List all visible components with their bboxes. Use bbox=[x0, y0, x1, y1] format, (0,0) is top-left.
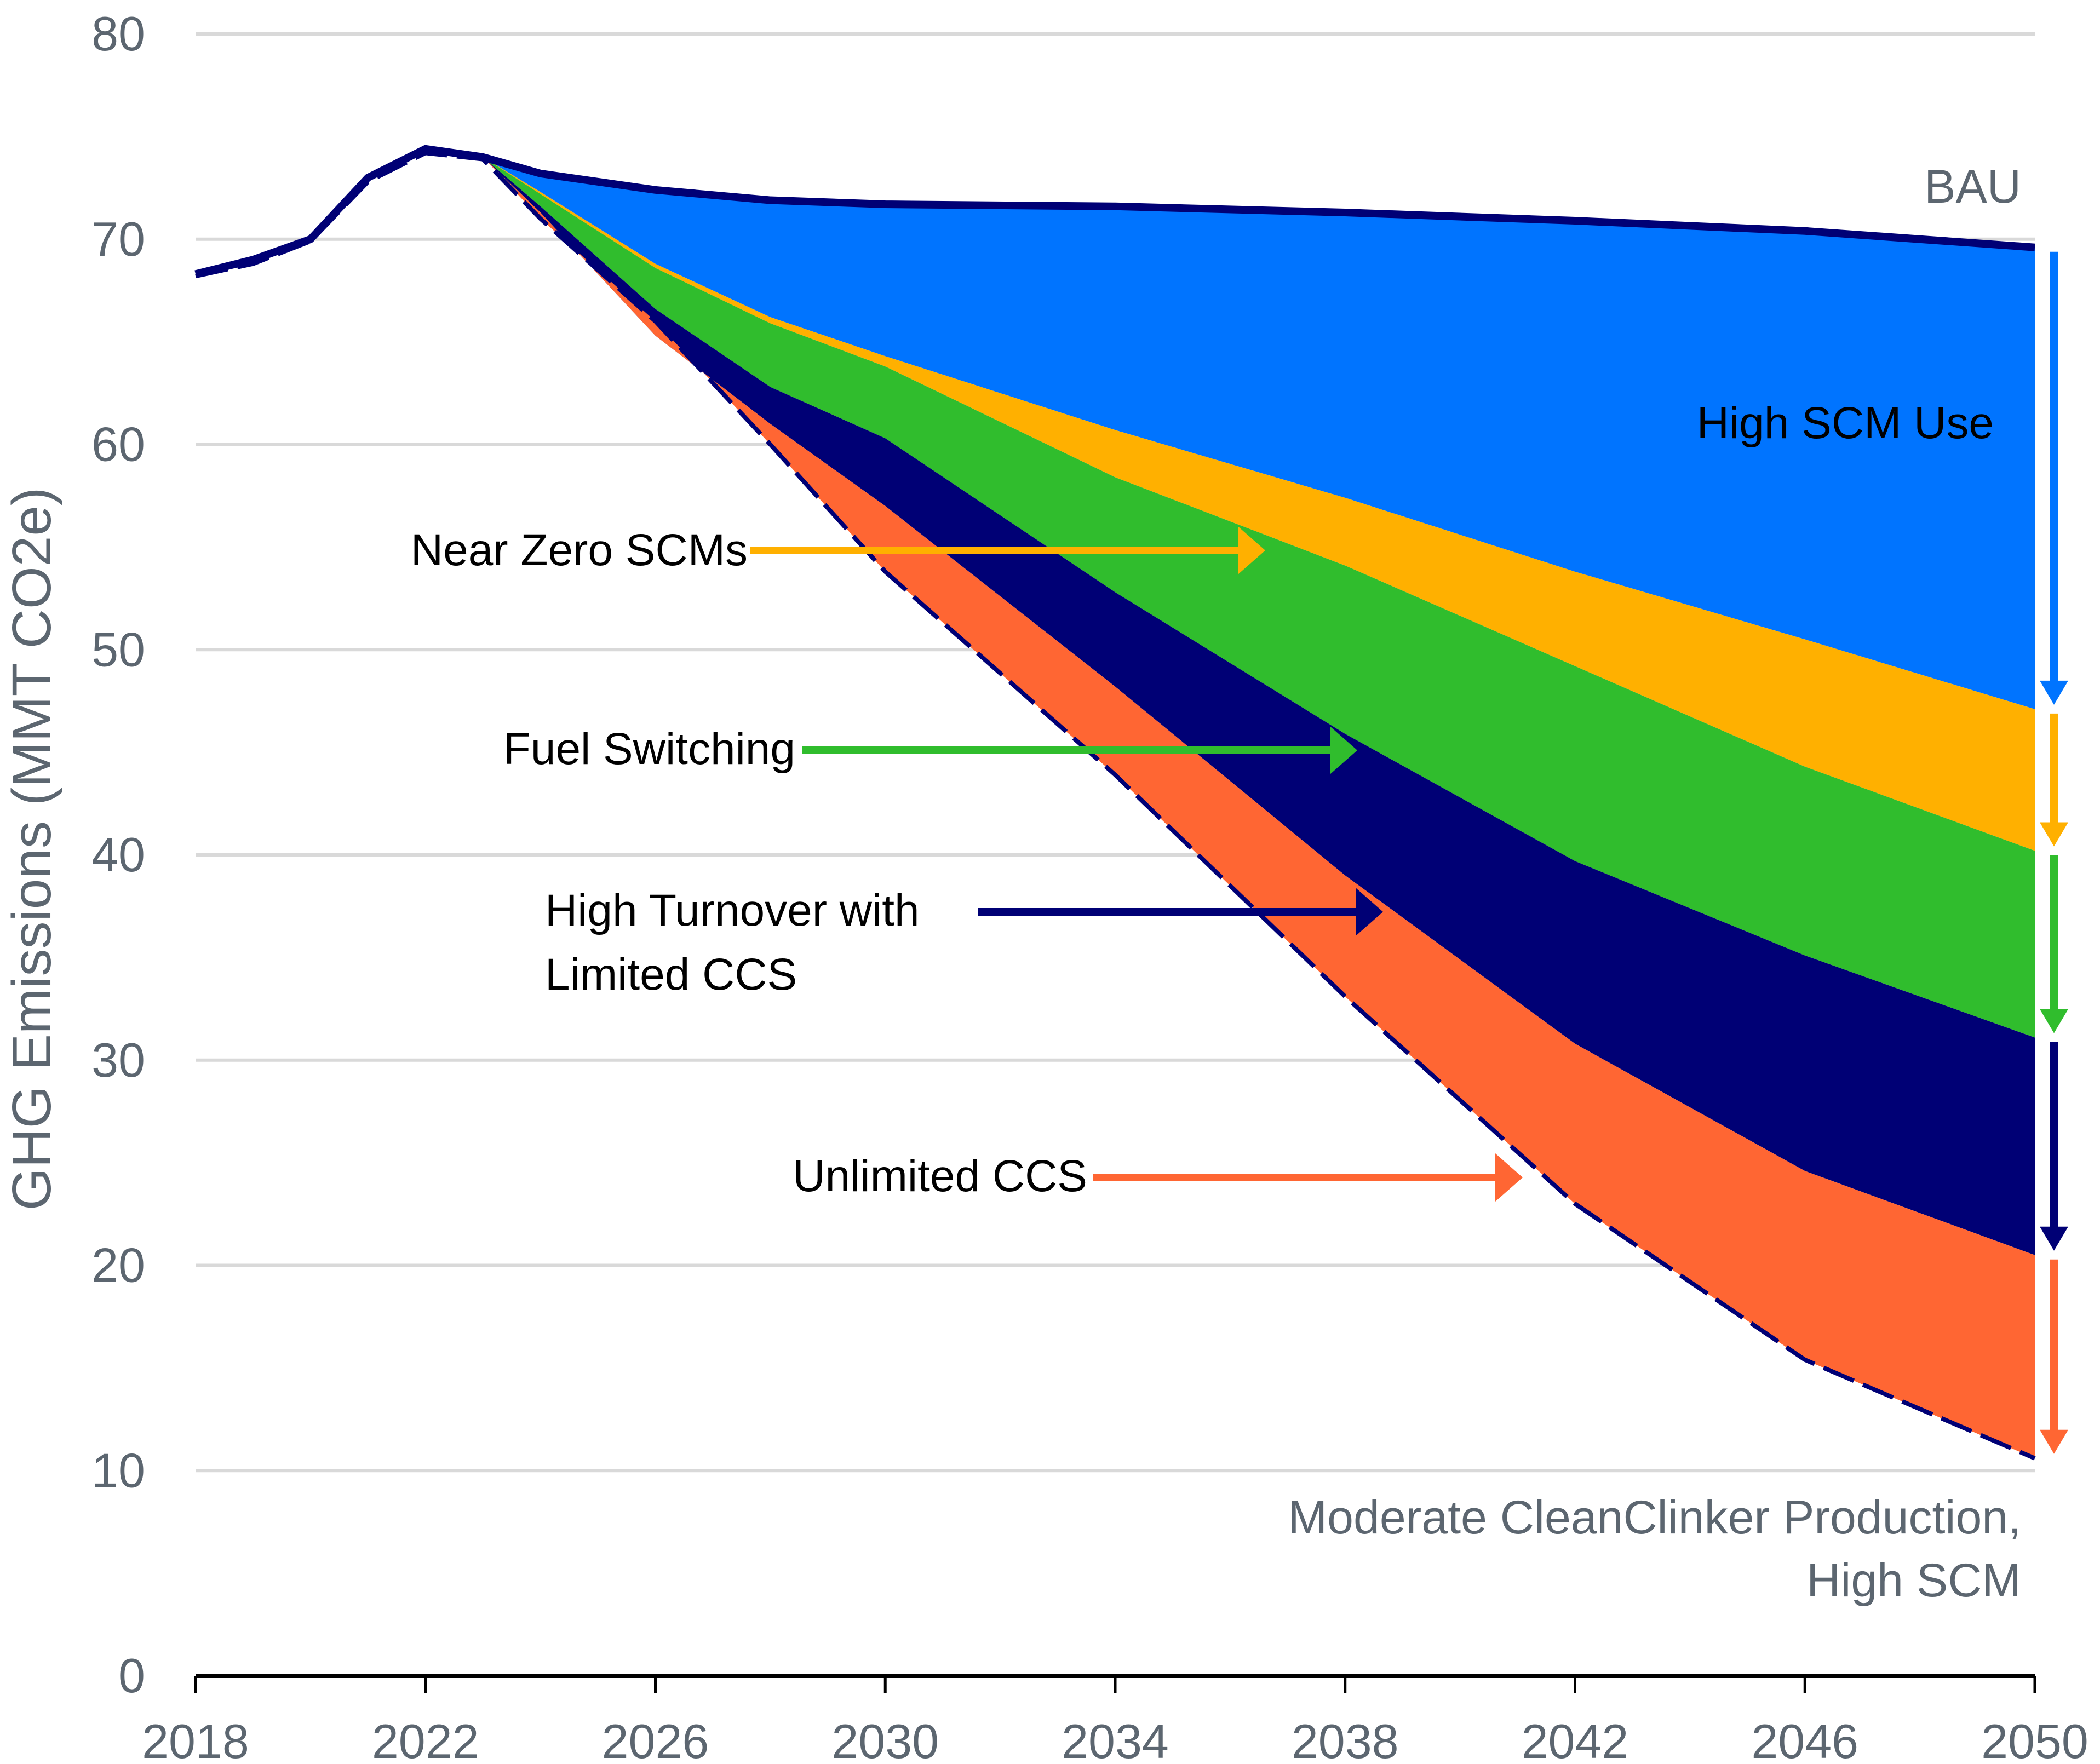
y-tick-label: 80 bbox=[91, 7, 145, 61]
moderate-cleanclinker-label-line2: High SCM bbox=[1806, 1554, 2021, 1607]
series-lines bbox=[194, 145, 2036, 1461]
area-bands bbox=[483, 157, 2035, 1458]
y-tick-label: 60 bbox=[91, 417, 145, 472]
x-tick-labels: 2018 2022 2026 2030 2034 2038 2042 2046 2050 bbox=[142, 1714, 2088, 1764]
bau-label: BAU bbox=[1924, 160, 2021, 213]
band-fuel-switching bbox=[483, 157, 2035, 1038]
high-scm-use-label: High SCM Use bbox=[1697, 398, 1994, 448]
x-tick-label: 2030 bbox=[831, 1714, 939, 1764]
x-tick-label: 2018 bbox=[142, 1714, 249, 1764]
line-moderate-cleanclinker-producti bbox=[195, 151, 2036, 1461]
unlimited-ccs-label: Unlimited CCS bbox=[793, 1151, 1087, 1201]
y-tick-labels: 0 10 20 30 40 50 60 70 80 bbox=[91, 7, 145, 1703]
right-arrow-head bbox=[2040, 680, 2068, 705]
right-arrow-head bbox=[2040, 1226, 2068, 1251]
x-tick-label: 2038 bbox=[1292, 1714, 1399, 1764]
band-high-scm-use bbox=[483, 157, 2035, 709]
callout-arrow-head bbox=[1238, 526, 1265, 574]
y-tick-label: 50 bbox=[91, 622, 145, 676]
x-tick-label: 2050 bbox=[1981, 1714, 2088, 1764]
x-tick-label: 2046 bbox=[1751, 1714, 1858, 1764]
y-tick-label: 0 bbox=[118, 1648, 145, 1703]
high-turnover-label-line1: High Turnover with bbox=[545, 886, 920, 935]
y-tick-label: 20 bbox=[91, 1238, 145, 1292]
band-high-turnover-with-limited-ccs bbox=[483, 157, 2035, 1255]
y-tick-label: 40 bbox=[91, 828, 145, 882]
callout-arrow-head bbox=[1330, 726, 1357, 774]
fuel-switching-label: Fuel Switching bbox=[503, 724, 795, 774]
moderate-cleanclinker-label-line1: Moderate CleanClinker Production, bbox=[1288, 1491, 2021, 1544]
y-axis-title: GHG Emissions (MMT CO2e) bbox=[1, 487, 62, 1211]
callout-arrow-head bbox=[1495, 1153, 1523, 1202]
callout-arrow-head bbox=[1356, 888, 1383, 936]
y-tick-label: 70 bbox=[91, 212, 145, 266]
band-unlimited-ccs bbox=[483, 157, 2035, 1458]
x-tick-label: 2022 bbox=[372, 1714, 479, 1764]
right-arrow-head bbox=[2040, 822, 2068, 847]
axes bbox=[194, 1674, 2036, 1693]
callout-arrows bbox=[750, 526, 1523, 1202]
band-near-zero-scms bbox=[483, 157, 2035, 851]
x-tick-label: 2042 bbox=[1522, 1714, 1629, 1764]
right-arrow-head bbox=[2040, 1429, 2068, 1454]
high-turnover-label-line2: Limited CCS bbox=[545, 950, 797, 999]
x-tick-label: 2026 bbox=[602, 1714, 709, 1764]
x-tick-label: 2034 bbox=[1062, 1714, 1169, 1764]
y-tick-label: 10 bbox=[91, 1443, 145, 1497]
y-tick-label: 30 bbox=[91, 1033, 145, 1087]
near-zero-scms-label: Near Zero SCMs bbox=[411, 525, 748, 575]
right-arrows bbox=[2040, 251, 2068, 1454]
right-arrow-head bbox=[2040, 1009, 2068, 1033]
